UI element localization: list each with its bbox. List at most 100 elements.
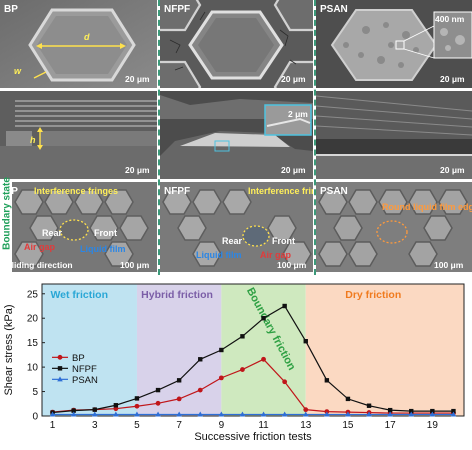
y-tick-label: 20 xyxy=(27,314,39,325)
air-gap-label: Air gap xyxy=(24,242,56,252)
y-tick-label: 5 xyxy=(32,387,38,398)
point-BP xyxy=(113,406,119,412)
inset-scalebar-label: 2 μm xyxy=(288,109,308,119)
panel-label-bp: BP xyxy=(4,4,18,15)
panel-nfpf-section: 2 μm 20 μm xyxy=(160,91,313,179)
front-label: Front xyxy=(94,228,117,238)
x-axis-label: Successive friction tests xyxy=(194,431,312,443)
point-PSAN xyxy=(387,411,393,417)
droplet-outline xyxy=(376,220,408,244)
point-PSAN xyxy=(239,411,246,417)
panel-psan-section: 20 μm xyxy=(316,91,472,179)
w-arrow xyxy=(33,71,47,79)
rear-label: Rear xyxy=(222,236,243,246)
panel-nfpf-top: NFPF 20 μm xyxy=(160,0,313,88)
scalebar-label: 100 μm xyxy=(434,260,464,270)
point-NFPF xyxy=(113,403,119,408)
legend-marker xyxy=(57,354,63,360)
legend-marker xyxy=(57,376,63,382)
w-label: w xyxy=(14,66,22,76)
point-PSAN xyxy=(302,411,309,417)
x-tick-label: 3 xyxy=(92,420,98,431)
fringes-label: Interference fringes xyxy=(34,186,118,196)
panel-label-psan: PSAN xyxy=(320,4,348,15)
x-tick-label: 5 xyxy=(134,420,140,431)
bp-section-image: h 20 μm xyxy=(0,91,157,179)
x-tick-label: 11 xyxy=(258,420,269,431)
inset-scalebar-label: 400 nm xyxy=(435,14,465,24)
scalebar-label: 20 μm xyxy=(440,165,465,175)
nfpf-section-image: 2 μm 20 μm xyxy=(160,91,313,179)
point-PSAN xyxy=(408,411,415,417)
point-NFPF xyxy=(387,407,393,413)
point-PSAN xyxy=(366,411,372,417)
x-tick-label: 1 xyxy=(50,420,56,431)
point-NFPF xyxy=(324,378,330,383)
scalebar-label: 20 μm xyxy=(125,165,150,175)
divider-right xyxy=(314,0,316,275)
round-film-edge-label: Round liquid film edge xyxy=(382,202,472,212)
hexagon-pillar xyxy=(330,9,438,81)
x-tick-label: 19 xyxy=(427,420,439,431)
point-BP xyxy=(240,367,245,372)
point-NFPF xyxy=(176,378,182,383)
point-BP xyxy=(218,375,224,381)
y-axis-label: Shear stress (kPa) xyxy=(3,304,15,395)
shear-stress-chart: Wet friction Hybrid friction Boundary fric… xyxy=(0,276,472,445)
y-tick-label: 25 xyxy=(27,289,39,300)
point-PSAN xyxy=(197,411,204,417)
psan-top-image: 400 nm PSAN 20 μm xyxy=(316,0,472,88)
point-PSAN xyxy=(450,411,457,417)
panel-psan-top: 400 nm PSAN 20 μm xyxy=(316,0,472,88)
point-PSAN xyxy=(155,411,161,417)
point-BP xyxy=(155,400,161,406)
region-label-3: Dry friction xyxy=(345,289,401,301)
point-NFPF xyxy=(71,408,76,413)
point-BP xyxy=(261,356,266,362)
side-label: Boundary state xyxy=(1,177,13,250)
point-BP xyxy=(134,403,140,409)
point-PSAN xyxy=(49,411,56,417)
droplet-outline xyxy=(242,225,270,247)
panel-label-nfpf: NFPF xyxy=(164,4,190,15)
scalebar-label: 20 μm xyxy=(125,74,150,84)
y-tick-label: 10 xyxy=(27,363,39,374)
point-NFPF xyxy=(198,357,203,362)
droplet-outline xyxy=(59,219,89,241)
inset-image xyxy=(433,11,472,59)
scalebar-label: 100 μm xyxy=(120,260,150,270)
x-tick-label: 9 xyxy=(219,420,225,431)
liquid-film-label: Liquid film xyxy=(80,244,126,254)
rear-label: Rear xyxy=(42,228,63,238)
series-line-BP xyxy=(52,358,454,414)
point-NFPF xyxy=(134,396,140,401)
scalebar-label: 100 μm xyxy=(277,260,307,270)
h-label: h xyxy=(30,135,36,145)
panel-label-psan: PSAN xyxy=(320,186,348,197)
plot-frame xyxy=(41,283,465,417)
zoom-box xyxy=(214,140,230,152)
panel-label-bp: BP xyxy=(12,186,18,197)
region-label-1: Hybrid friction xyxy=(141,289,213,301)
point-PSAN xyxy=(345,411,351,417)
panel-label-nfpf: NFPF xyxy=(164,186,190,197)
bp-top-image: d w BP 20 μm xyxy=(0,0,157,88)
point-PSAN xyxy=(324,411,330,417)
legend-marker xyxy=(57,366,63,371)
point-NFPF xyxy=(409,408,414,414)
chart-svg: Wet friction Hybrid friction Boundary fric… xyxy=(3,283,465,443)
point-NFPF xyxy=(430,408,435,414)
point-NFPF xyxy=(240,334,245,339)
point-NFPF xyxy=(155,387,161,393)
point-BP xyxy=(282,379,288,385)
x-tick-label: 7 xyxy=(176,420,182,431)
point-NFPF xyxy=(366,403,372,408)
scalebar-label: 20 μm xyxy=(281,74,306,84)
point-NFPF xyxy=(92,407,97,412)
point-BP xyxy=(197,387,203,393)
region-1 xyxy=(136,284,222,416)
region-2 xyxy=(221,284,306,416)
point-PSAN xyxy=(70,411,77,417)
nfpf-top-image: NFPF 20 μm xyxy=(160,0,313,88)
point-PSAN xyxy=(281,411,288,417)
